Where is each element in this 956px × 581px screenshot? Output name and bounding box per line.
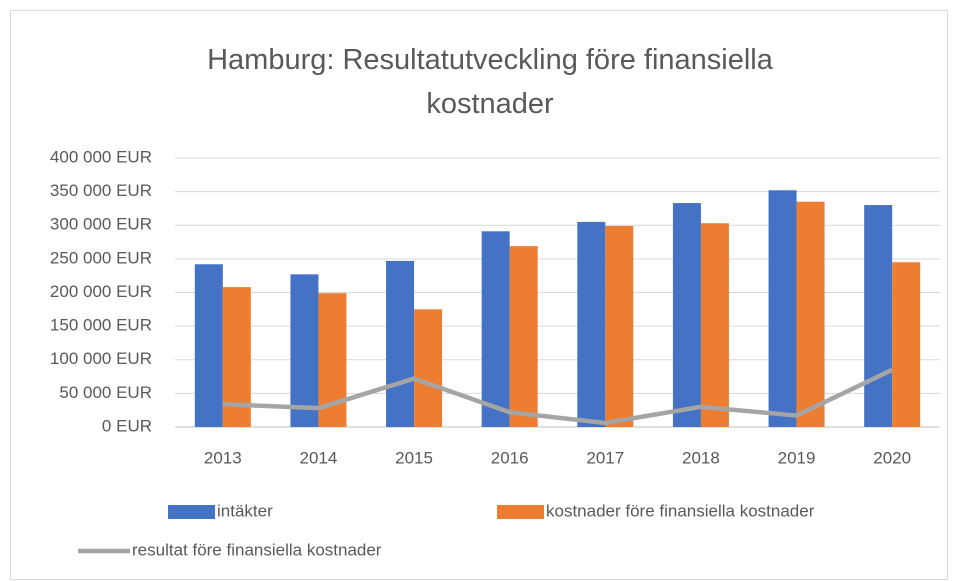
y-tick-label: 100 000 EUR [50,349,152,368]
x-tick-label: 2015 [395,448,433,467]
chart-border [10,10,948,580]
x-tick-label: 2020 [873,448,911,467]
y-tick-label: 150 000 EUR [50,316,152,335]
bar [577,221,606,427]
x-tick-label: 2017 [586,448,624,467]
bar [386,260,415,427]
y-tick-label: 50 000 EUR [59,383,152,402]
bar [509,246,538,427]
x-tick-label: 2013 [204,448,242,467]
x-tick-label: 2014 [300,448,338,467]
bar [892,262,921,427]
y-tick-label: 200 000 EUR [50,282,152,301]
bar [290,274,319,427]
bar [672,203,701,427]
y-tick-label: 400 000 EUR [50,147,152,166]
bar [605,225,634,427]
bar [414,309,443,427]
bar [194,264,223,427]
legend-swatch [497,505,544,519]
bar [864,205,893,427]
legend-swatch [168,505,215,519]
legend-label: kostnader före finansiella kostnader [546,501,815,520]
x-tick-label: 2018 [682,448,720,467]
line [222,367,894,426]
y-tick-label: 350 000 EUR [50,181,152,200]
bar [481,231,510,427]
legend-label: intäkter [217,501,273,520]
legend-label: resultat före finansiella kostnader [132,540,382,559]
y-tick-label: 0 EUR [102,416,152,435]
chart-title: Hamburg: Resultatutveckling före finansi… [207,44,773,120]
y-tick-label: 250 000 EUR [50,248,152,267]
bar [796,201,825,427]
y-tick-label: 300 000 EUR [50,215,152,234]
bar [768,190,797,427]
x-tick-label: 2016 [491,448,529,467]
x-tick-label: 2019 [778,448,816,467]
bar [700,223,729,427]
